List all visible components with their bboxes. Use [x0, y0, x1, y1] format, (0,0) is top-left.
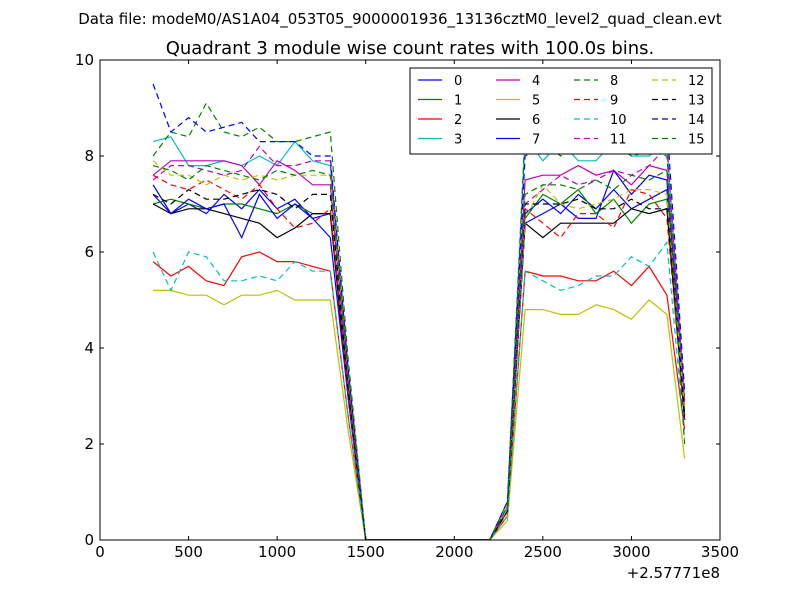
legend-label-0: 0	[454, 74, 462, 89]
legend-label-1: 1	[454, 94, 462, 109]
series-line-4	[152, 160, 686, 540]
y-tick-label: 4	[84, 339, 94, 357]
legend-label-13: 13	[688, 94, 705, 109]
legend-label-14: 14	[688, 113, 705, 128]
legend-label-10: 10	[610, 113, 627, 128]
series-line-7	[152, 169, 686, 540]
x-tick-label: 500	[174, 543, 203, 561]
legend-label-8: 8	[610, 74, 618, 89]
series-line-2	[152, 251, 686, 540]
series-line-11	[152, 144, 686, 540]
plot-frame	[99, 59, 721, 541]
legend-label-5: 5	[532, 94, 540, 109]
figure-suptitle: Data file: modeM0/AS1A04_053T05_90000019…	[78, 10, 722, 29]
series-line-5	[153, 289, 686, 540]
y-tick-label: 0	[84, 531, 94, 549]
x-offset-label: +2.57771e8	[627, 564, 720, 582]
x-tick-label: 3500	[701, 543, 739, 561]
legend-label-12: 12	[688, 74, 705, 89]
legend-box	[409, 67, 713, 155]
y-tick-label: 8	[84, 147, 94, 165]
legend-label-6: 6	[532, 113, 540, 128]
series-line-10	[152, 240, 686, 540]
x-tick-label: 0	[95, 543, 105, 561]
y-tick-label: 10	[75, 51, 94, 69]
legend-label-3: 3	[454, 133, 462, 148]
series-line-0	[152, 188, 686, 540]
series-line-1	[152, 188, 686, 540]
series-line-6	[152, 203, 686, 540]
y-tick-label: 6	[84, 243, 94, 261]
legend-label-9: 9	[610, 94, 618, 109]
x-tick-label: 1500	[347, 543, 385, 561]
y-tick-label: 2	[84, 435, 94, 453]
x-tick-label: 2000	[435, 543, 473, 561]
legend-label-7: 7	[532, 133, 540, 148]
legend-label-4: 4	[532, 74, 540, 89]
x-tick-label: 1000	[258, 543, 296, 561]
x-tick-label: 3000	[612, 543, 650, 561]
legend-label-11: 11	[610, 133, 627, 148]
legend-label-2: 2	[454, 113, 462, 128]
x-axis: 0 500 1000 1500 2000 2500 3000 3500	[95, 60, 739, 561]
legend-label-15: 15	[688, 133, 705, 148]
x-tick-label: 2500	[524, 543, 562, 561]
chart-title: Quadrant 3 module wise count rates with …	[166, 38, 655, 59]
